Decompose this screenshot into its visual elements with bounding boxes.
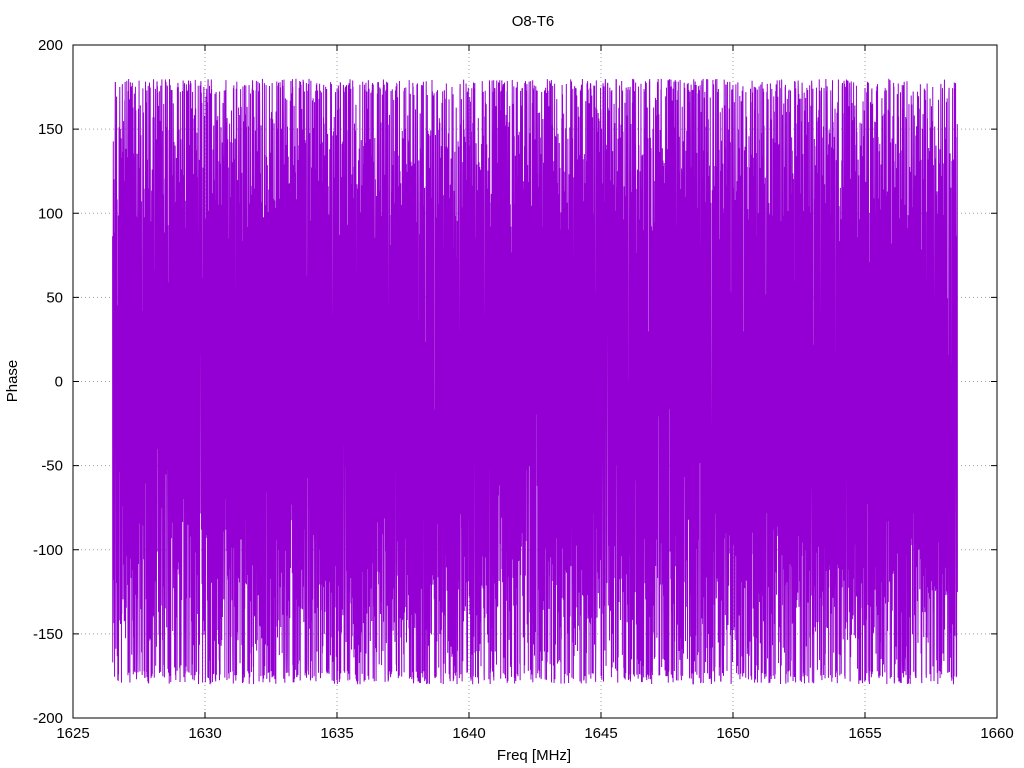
y-axis-label: Phase [4, 360, 21, 403]
x-tick-label: 1650 [716, 725, 749, 742]
y-tick-label: -200 [33, 710, 63, 727]
y-tick-label: 200 [38, 37, 63, 54]
y-tick-label: -50 [41, 458, 63, 475]
series-group [112, 78, 958, 685]
y-tick-labels: -200 -150 -100 -50 0 50 100 150 200 [33, 37, 63, 727]
x-axis-label: Freq [MHz] [497, 747, 571, 764]
x-tick-labels: 1625 1630 1635 1640 1645 1650 1655 1660 [56, 725, 1013, 742]
axis-ticks [72, 44, 998, 719]
x-tick-label: 1640 [452, 725, 485, 742]
x-tick-label: 1625 [56, 725, 89, 742]
series-line [112, 78, 958, 685]
x-tick-label: 1655 [848, 725, 881, 742]
chart-title: O8-T6 [512, 13, 555, 30]
y-tick-label: 100 [38, 205, 63, 222]
y-tick-label: 150 [38, 121, 63, 138]
x-tick-label: 1660 [980, 725, 1013, 742]
y-tick-label: 50 [46, 289, 63, 306]
y-tick-label: -100 [33, 542, 63, 559]
y-tick-label: -150 [33, 626, 63, 643]
y-tick-label: 0 [55, 374, 63, 391]
x-tick-label: 1645 [584, 725, 617, 742]
x-tick-label: 1630 [188, 725, 221, 742]
x-tick-label: 1635 [320, 725, 353, 742]
